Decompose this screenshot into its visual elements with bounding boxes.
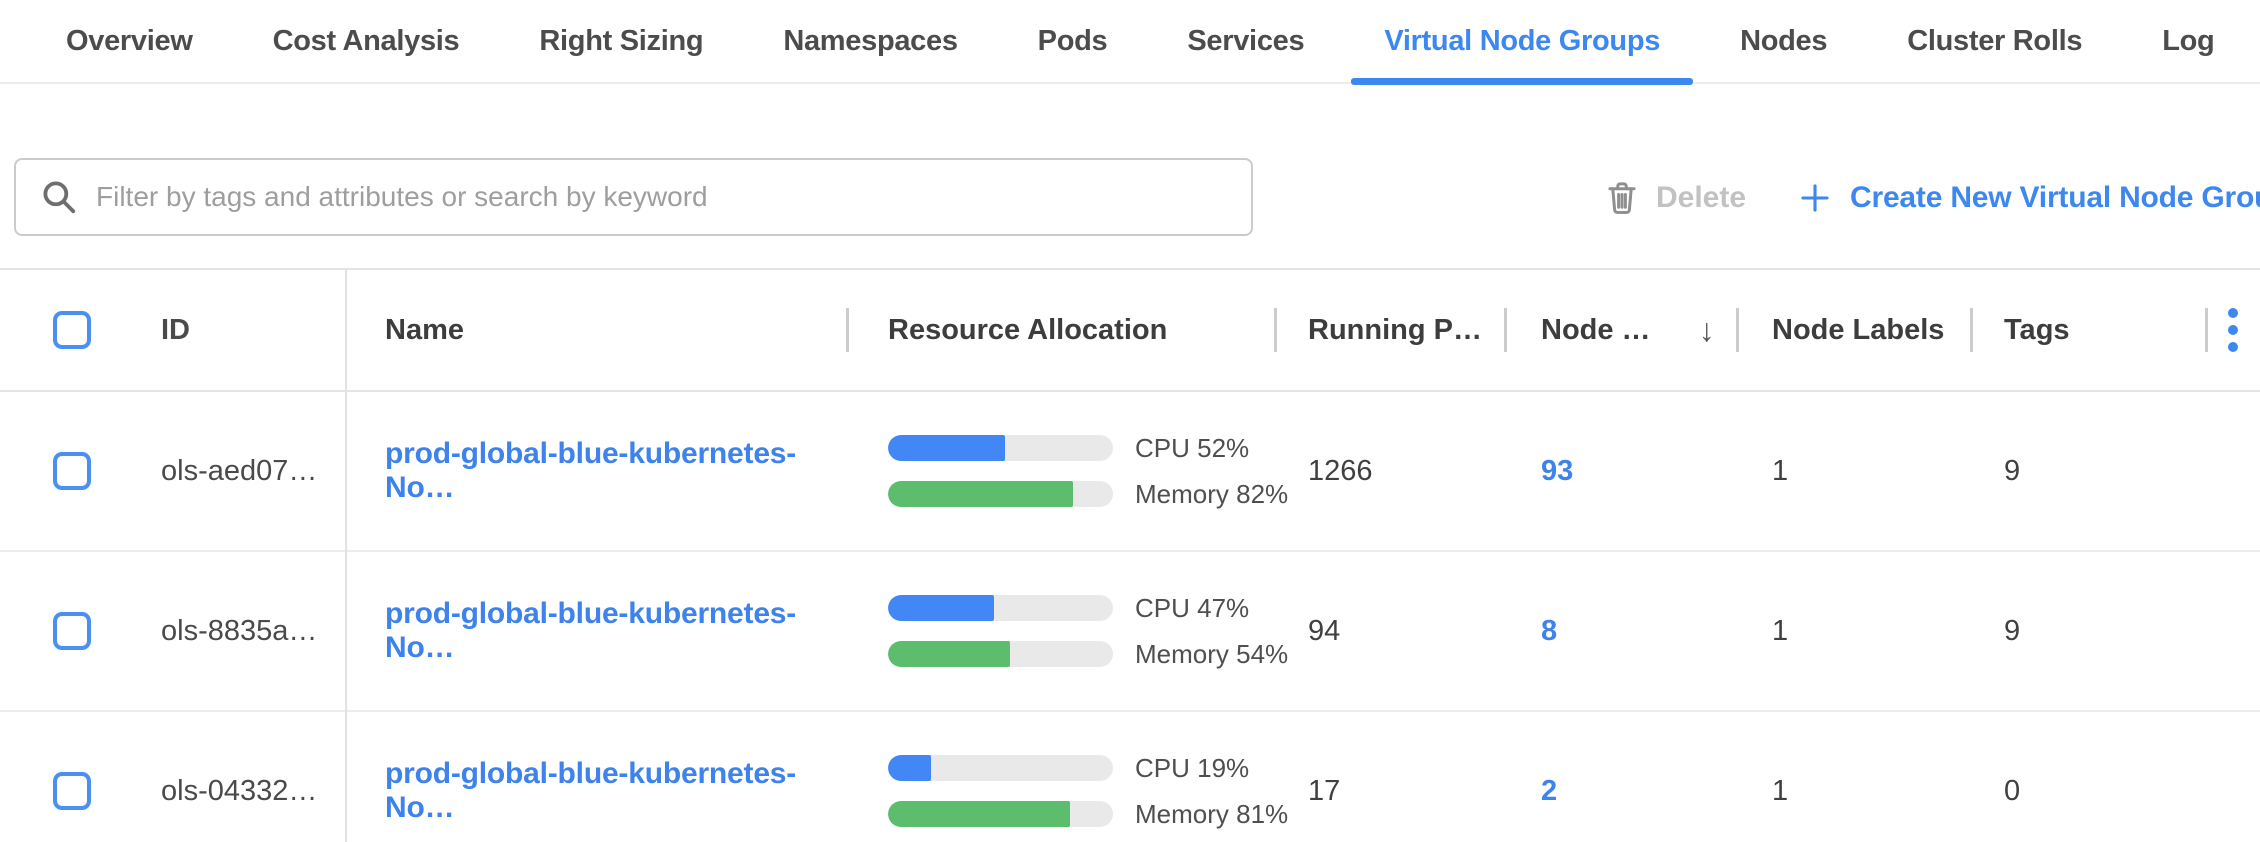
sort-desc-icon[interactable]: ↓ [1698, 311, 1715, 348]
node-labels-count: 1 [1772, 774, 1789, 807]
table-row: ols-8835a… prod-global-blue-kubernetes-N… [0, 552, 2260, 712]
create-button-label: Create New Virtual Node Group [1850, 181, 2260, 214]
cpu-bar [888, 435, 1113, 461]
running-pods-count: 1266 [1308, 454, 1373, 487]
memory-bar-fill [888, 481, 1073, 507]
delete-button[interactable]: Delete [1605, 176, 1746, 220]
resource-allocation-cell: CPU 19% Memory 81% [846, 752, 1288, 830]
cpu-label: CPU 19% [1135, 752, 1250, 783]
column-header-node-labels[interactable]: Node Labels [1736, 270, 1970, 390]
running-pods-count: 94 [1308, 614, 1341, 647]
trash-icon [1608, 182, 1636, 214]
nodes-count-link[interactable]: 8 [1541, 614, 1558, 647]
create-virtual-node-group-button[interactable]: Create New Virtual Node Group [1798, 176, 2260, 220]
column-header-name[interactable]: Name [385, 313, 464, 346]
tab-overview[interactable]: Overview [66, 24, 193, 57]
column-header-id[interactable]: ID [161, 313, 190, 346]
tab-namespaces[interactable]: Namespaces [783, 24, 958, 57]
resource-allocation-cell: CPU 47% Memory 54% [846, 592, 1288, 670]
memory-bar-fill [888, 641, 1010, 667]
cpu-bar [888, 755, 1113, 781]
virtual-node-groups-table: ID Name Resource Allocation Running P… N… [0, 268, 2260, 842]
table-row: ols-04332… prod-global-blue-kubernetes-N… [0, 712, 2260, 842]
cpu-bar-fill [888, 595, 994, 621]
row-id: ols-aed07… [161, 454, 318, 487]
tab-cluster-rolls[interactable]: Cluster Rolls [1907, 24, 2083, 57]
memory-bar [888, 641, 1113, 667]
nodes-count-link[interactable]: 2 [1541, 774, 1558, 807]
cpu-label: CPU 52% [1135, 432, 1250, 463]
row-checkbox[interactable] [53, 772, 91, 810]
cpu-bar-fill [888, 755, 931, 781]
search-input[interactable] [96, 181, 1251, 213]
row-checkbox[interactable] [53, 452, 91, 490]
memory-label: Memory 82% [1135, 478, 1289, 509]
column-header-nodes[interactable]: Node … ↓ [1504, 270, 1736, 390]
row-checkbox[interactable] [53, 612, 91, 650]
column-header-resource-allocation[interactable]: Resource Allocation [846, 270, 1274, 390]
memory-bar-fill [888, 801, 1071, 827]
column-header-running-pods[interactable]: Running P… [1274, 270, 1504, 390]
resource-allocation-cell: CPU 52% Memory 82% [846, 432, 1288, 510]
memory-bar [888, 801, 1113, 827]
column-header-nodes-label: Node … [1541, 313, 1651, 346]
row-id: ols-04332… [161, 774, 318, 807]
cpu-label: CPU 47% [1135, 592, 1250, 623]
delete-button-label: Delete [1656, 181, 1747, 214]
tab-log[interactable]: Log [2162, 24, 2215, 57]
tab-pods[interactable]: Pods [1037, 24, 1108, 57]
tab-services[interactable]: Services [1187, 24, 1305, 57]
tags-count: 0 [2004, 774, 2021, 807]
cpu-bar [888, 595, 1113, 621]
select-all-checkbox[interactable] [53, 311, 91, 349]
plus-icon [1801, 184, 1829, 212]
cpu-bar-fill [888, 435, 1005, 461]
main-tab-bar: Overview Cost Analysis Right Sizing Name… [0, 0, 2260, 85]
nodes-count-link[interactable]: 93 [1541, 454, 1574, 487]
tab-nodes[interactable]: Nodes [1740, 24, 1828, 57]
memory-bar [888, 481, 1113, 507]
toolbar: Delete Create New Virtual Node Group [0, 84, 2260, 268]
memory-label: Memory 54% [1135, 638, 1289, 669]
tab-right-sizing[interactable]: Right Sizing [539, 24, 704, 57]
name-link[interactable]: prod-global-blue-kubernetes-No… [385, 437, 797, 504]
frozen-column-divider [345, 270, 347, 842]
tags-count: 9 [2004, 614, 2021, 647]
running-pods-count: 17 [1308, 774, 1341, 807]
name-link[interactable]: prod-global-blue-kubernetes-No… [385, 757, 797, 824]
table-row: ols-aed07… prod-global-blue-kubernetes-N… [0, 392, 2260, 552]
node-labels-count: 1 [1772, 614, 1789, 647]
column-settings-menu-icon[interactable] [2227, 308, 2238, 352]
search-icon [43, 181, 76, 214]
filter-search-box[interactable] [14, 158, 1253, 236]
table-header-row: ID Name Resource Allocation Running P… N… [0, 270, 2260, 392]
row-id: ols-8835a… [161, 614, 318, 647]
name-link[interactable]: prod-global-blue-kubernetes-No… [385, 597, 797, 664]
memory-label: Memory 81% [1135, 798, 1289, 829]
tab-virtual-node-groups[interactable]: Virtual Node Groups [1351, 0, 1693, 85]
tab-cost-analysis[interactable]: Cost Analysis [272, 24, 460, 57]
column-header-tags[interactable]: Tags [1970, 270, 2205, 390]
tags-count: 9 [2004, 454, 2021, 487]
node-labels-count: 1 [1772, 454, 1789, 487]
